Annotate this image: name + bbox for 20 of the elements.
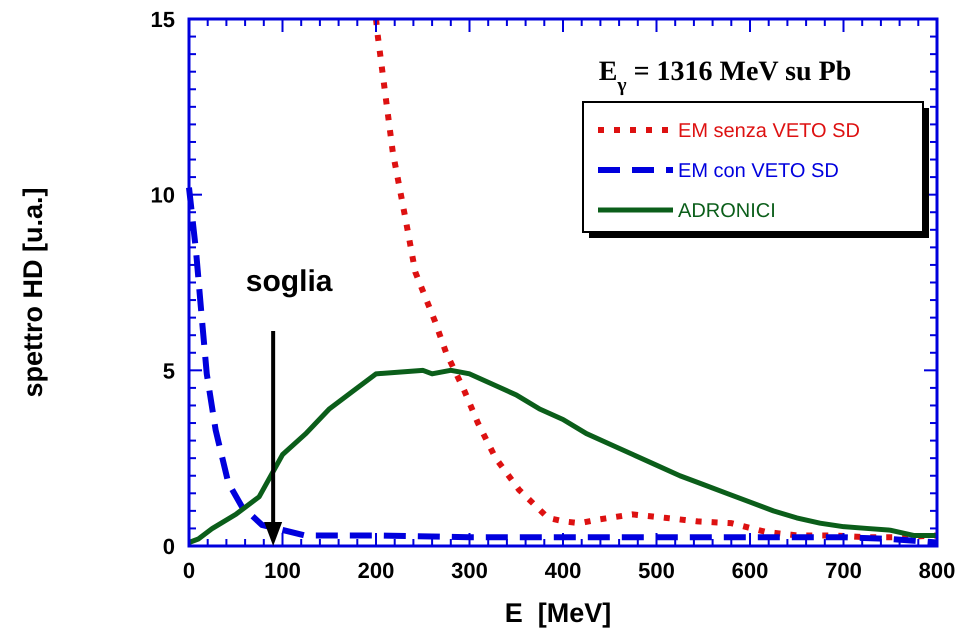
text: E$_{γ}$ = 1316 MeV su Pb [598,56,852,96]
x-tick-label: 400 [544,558,582,583]
x-tick-label: 700 [825,558,862,583]
x-tick-label: 0 [182,558,196,583]
x-tick-label: 200 [358,558,394,583]
legend-label: EM senza VETO SD [678,120,860,142]
ref-line-label: soglia [246,265,333,298]
y-tick-label: 5 [162,358,175,384]
x-tick-label: 300 [451,558,488,583]
x-tick-label: 800 [918,558,956,583]
legend-label: ADRONICI [678,200,776,222]
x-axis-title: E [MeV] [504,598,612,628]
legend-label: EM con VETO SD [678,160,839,182]
x-tick-label: 600 [732,558,768,583]
y-tick-label: 10 [150,182,175,208]
y-tick-label: 15 [150,7,175,32]
x-tick-label: 100 [264,558,301,583]
x-tick-label: 500 [638,558,675,583]
y-axis-title: spettro HD [u.a.] [18,187,48,398]
y-tick-label: 0 [162,534,175,559]
